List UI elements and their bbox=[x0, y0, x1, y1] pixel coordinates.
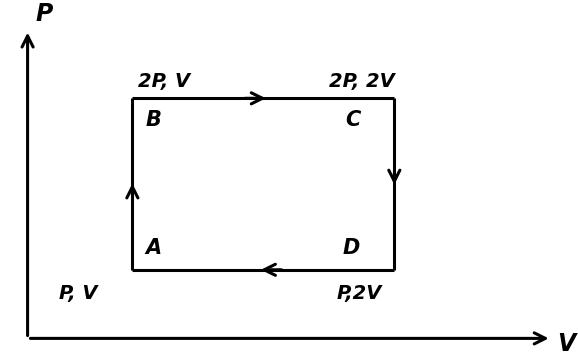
Text: P,2V: P,2V bbox=[337, 284, 382, 303]
Text: 2P, V: 2P, V bbox=[138, 73, 190, 92]
Text: P, V: P, V bbox=[59, 284, 98, 303]
Text: V: V bbox=[557, 331, 575, 355]
Text: P: P bbox=[35, 2, 53, 26]
Text: 2P, 2V: 2P, 2V bbox=[329, 73, 395, 92]
Text: C: C bbox=[345, 110, 360, 130]
Text: D: D bbox=[343, 238, 360, 258]
Text: A: A bbox=[146, 238, 162, 258]
Text: B: B bbox=[146, 110, 161, 130]
